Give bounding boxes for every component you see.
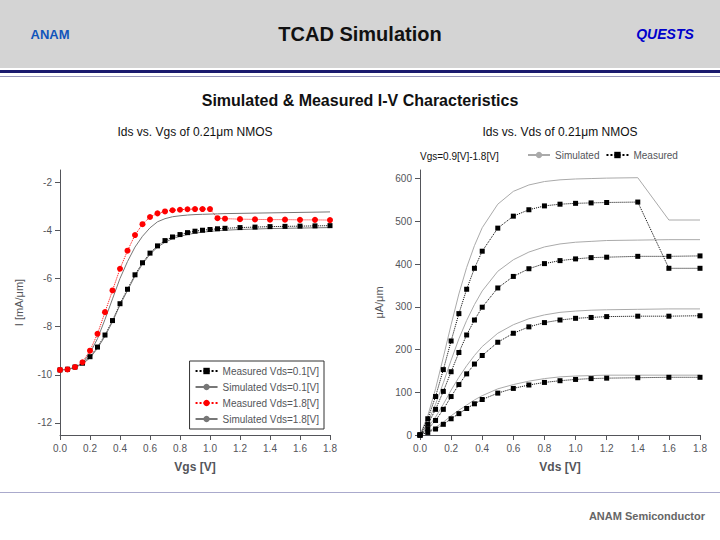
svg-text:0: 0 xyxy=(406,430,412,441)
svg-text:Simulated: Simulated xyxy=(555,150,599,161)
svg-text:1.8: 1.8 xyxy=(693,443,707,454)
svg-text:1.2: 1.2 xyxy=(600,443,614,454)
svg-text:QUESTS: QUESTS xyxy=(636,26,694,42)
svg-text:TCAD Simulation: TCAD Simulation xyxy=(278,23,441,45)
svg-text:100: 100 xyxy=(395,387,412,398)
svg-text:0.2: 0.2 xyxy=(444,443,458,454)
svg-text:500: 500 xyxy=(395,216,412,227)
svg-text:-6: -6 xyxy=(43,273,52,284)
svg-text:1.2: 1.2 xyxy=(233,443,247,454)
svg-text:Vgs=0.9[V]-1.8[V]: Vgs=0.9[V]-1.8[V] xyxy=(420,151,499,162)
svg-text:0.4: 0.4 xyxy=(475,443,489,454)
svg-text:1.0: 1.0 xyxy=(203,443,217,454)
svg-text:-4: -4 xyxy=(43,225,52,236)
svg-text:0.8: 0.8 xyxy=(537,443,551,454)
svg-text:-12: -12 xyxy=(38,417,53,428)
svg-text:Measured: Measured xyxy=(633,150,677,161)
svg-text:0.8: 0.8 xyxy=(173,443,187,454)
svg-text:Vgs [V]: Vgs [V] xyxy=(174,460,215,474)
svg-text:Measured Vds=0.1[V]: Measured Vds=0.1[V] xyxy=(223,366,320,377)
svg-text:μA/μm: μA/μm xyxy=(373,286,385,318)
svg-text:-8: -8 xyxy=(43,321,52,332)
svg-text:1.0: 1.0 xyxy=(569,443,583,454)
svg-text:-10: -10 xyxy=(38,369,53,380)
svg-text:ANAM: ANAM xyxy=(31,27,70,42)
svg-text:400: 400 xyxy=(395,259,412,270)
svg-text:0.4: 0.4 xyxy=(113,443,127,454)
svg-text:Simulated & Measured I-V Chara: Simulated & Measured I-V Characteristics xyxy=(202,92,519,109)
svg-text:0.2: 0.2 xyxy=(83,443,97,454)
svg-text:1.6: 1.6 xyxy=(662,443,676,454)
svg-text:1.4: 1.4 xyxy=(631,443,645,454)
svg-text:Simulated Vds=1.8[V]: Simulated Vds=1.8[V] xyxy=(223,414,320,425)
svg-text:Simulated Vds=0.1[V]: Simulated Vds=0.1[V] xyxy=(223,382,320,393)
svg-text:I [mA/μm]: I [mA/μm] xyxy=(13,279,25,326)
svg-text:300: 300 xyxy=(395,301,412,312)
svg-text:0.6: 0.6 xyxy=(143,443,157,454)
svg-text:1.4: 1.4 xyxy=(263,443,277,454)
svg-text:600: 600 xyxy=(395,173,412,184)
svg-text:Ids vs. Vds of 0.21μm NMOS: Ids vs. Vds of 0.21μm NMOS xyxy=(483,125,638,139)
svg-text:ANAM Semiconductor: ANAM Semiconductor xyxy=(589,510,706,522)
svg-text:1.8: 1.8 xyxy=(323,443,337,454)
svg-text:0.6: 0.6 xyxy=(506,443,520,454)
svg-text:1.6: 1.6 xyxy=(293,443,307,454)
svg-text:Vds [V]: Vds [V] xyxy=(539,460,580,474)
svg-text:Ids vs. Vgs of 0.21μm NMOS: Ids vs. Vgs of 0.21μm NMOS xyxy=(118,125,273,139)
svg-text:200: 200 xyxy=(395,344,412,355)
svg-text:0.0: 0.0 xyxy=(53,443,67,454)
svg-text:Measured Vds=1.8[V]: Measured Vds=1.8[V] xyxy=(223,398,320,409)
svg-text:0.0: 0.0 xyxy=(413,443,427,454)
svg-text:-2: -2 xyxy=(43,177,52,188)
